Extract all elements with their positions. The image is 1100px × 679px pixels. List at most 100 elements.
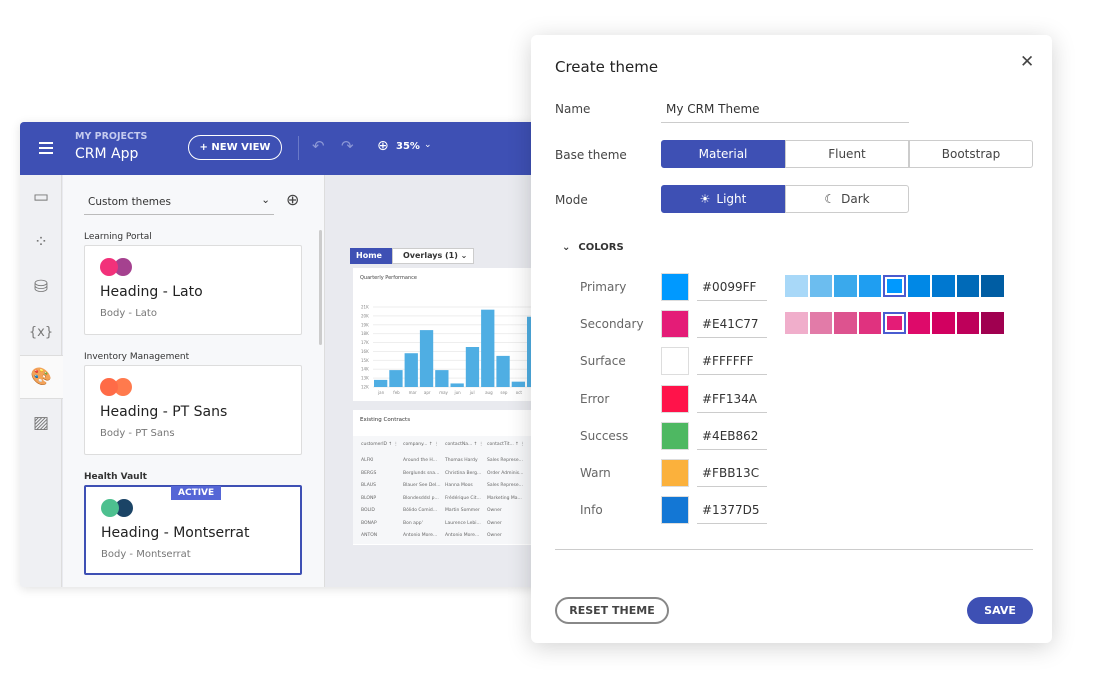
color-swatch[interactable]	[661, 496, 689, 525]
palette-shade[interactable]	[932, 275, 955, 297]
color-label: Primary	[580, 280, 627, 294]
palette-icon[interactable]: 🎨	[20, 355, 63, 399]
chevron-down-icon[interactable]: ⌄	[424, 140, 432, 150]
palette-shade[interactable]	[834, 312, 857, 335]
theme-heading: Heading - Lato	[100, 284, 203, 300]
color-swatch[interactable]	[661, 384, 689, 413]
x-tick-label: feb	[393, 390, 400, 395]
dialog-title: Create theme	[555, 58, 659, 76]
name-input[interactable]: My CRM Theme	[661, 95, 909, 123]
base-option-bootstrap[interactable]: Bootstrap	[909, 140, 1033, 168]
x-tick-label: jul	[469, 390, 475, 395]
mode-option-dark[interactable]: ☾ Dark	[785, 185, 909, 213]
x-tick-label: sep	[500, 390, 508, 395]
app-name: CRM App	[75, 146, 139, 162]
palette-shade[interactable]	[981, 312, 1004, 335]
breadcrumb-home[interactable]: Home	[350, 248, 392, 264]
palette-shade[interactable]	[883, 275, 906, 297]
components-icon[interactable]: ⁘	[33, 232, 49, 252]
x-tick-label: oct	[516, 390, 523, 395]
redo-icon[interactable]: ↷	[341, 137, 354, 155]
breadcrumb-project[interactable]: MY PROJECTS	[75, 131, 148, 142]
overlays-label: Overlays (1)	[402, 251, 458, 260]
scrollbar[interactable]	[319, 230, 322, 345]
create-theme-dialog: Create theme ✕ Name My CRM Theme Base th…	[531, 35, 1052, 643]
palette-shade[interactable]	[907, 275, 930, 297]
reset-theme-button[interactable]: RESET THEME	[555, 597, 669, 624]
palette-shade[interactable]	[981, 275, 1004, 297]
new-view-button[interactable]: + NEW VIEW	[188, 135, 282, 160]
palette-shade[interactable]	[883, 312, 906, 335]
bar-may	[435, 370, 449, 387]
palette-shade[interactable]	[809, 275, 832, 297]
palette-shade[interactable]	[932, 312, 955, 335]
undo-icon[interactable]: ↶	[312, 137, 325, 155]
hex-input[interactable]: #1377D5	[697, 496, 767, 525]
color-swatch[interactable]	[661, 459, 689, 487]
assets-icon[interactable]: ▨	[32, 413, 50, 433]
breadcrumb: Home Overlays (1) ⌄	[350, 248, 475, 264]
color-row-primary: Primary #0099FF	[531, 273, 1052, 301]
table-cell: ALFKI	[361, 458, 374, 463]
name-label: Name	[555, 102, 591, 116]
color-swatch[interactable]	[661, 273, 689, 301]
palette-shade[interactable]	[907, 312, 930, 335]
secondary-color-dot	[115, 499, 133, 517]
sun-icon: ☀	[699, 192, 711, 206]
colors-section-toggle[interactable]: ⌄ COLORS	[562, 242, 624, 253]
app-window: MY PROJECTS CRM App + NEW VIEW ↶ ↷ ⊕ 35%…	[20, 122, 540, 587]
color-label: Warn	[580, 466, 611, 480]
variables-icon[interactable]: {x}	[28, 324, 54, 340]
theme-card[interactable]: Heading - Lato Body - Lato	[84, 245, 302, 335]
hex-input[interactable]: #FBB13C	[697, 459, 767, 487]
primary-color-dot	[100, 378, 118, 396]
table-cell: Bólido Comid...	[403, 508, 438, 513]
views-icon[interactable]: ▭	[32, 187, 50, 207]
close-icon[interactable]: ✕	[1020, 52, 1035, 72]
active-badge: ACTIVE	[171, 486, 222, 500]
y-tick-label: 16K	[361, 349, 369, 354]
theme-body: Body - PT Sans	[100, 428, 175, 439]
base-option-fluent[interactable]: Fluent	[785, 140, 909, 168]
breadcrumb-overlays[interactable]: Overlays (1) ⌄	[391, 248, 475, 264]
hex-input[interactable]: #4EB862	[697, 422, 767, 450]
palette-shade[interactable]	[956, 312, 979, 335]
table-cell: Owner	[487, 520, 502, 526]
palette-shade[interactable]	[858, 275, 881, 297]
database-icon[interactable]: ⛁	[33, 277, 49, 297]
theme-group-label: Inventory Management	[84, 352, 190, 362]
color-swatch[interactable]	[661, 347, 689, 376]
add-theme-icon[interactable]: ⊕	[286, 190, 300, 209]
base-option-material[interactable]: Material	[661, 140, 785, 168]
palette-shade[interactable]	[956, 275, 979, 297]
primary-color-dot	[100, 258, 118, 276]
mode-label: Mode	[555, 193, 588, 207]
y-tick-label: 18K	[361, 331, 369, 336]
color-swatch[interactable]	[661, 310, 689, 339]
palette-shade[interactable]	[785, 312, 808, 335]
palette-shade[interactable]	[809, 312, 832, 335]
mode-option-light[interactable]: ☀ Light	[661, 185, 785, 213]
design-canvas[interactable]: Home Overlays (1) ⌄ Quarterly Performanc…	[326, 175, 540, 587]
palette-shade[interactable]	[785, 275, 808, 297]
table-cell: BERGS	[361, 470, 377, 476]
bar-sep	[496, 355, 510, 387]
table-cell: Christina Berg...	[445, 470, 482, 476]
y-tick-label: 19K	[361, 322, 369, 327]
x-tick-label: mar	[409, 390, 417, 395]
hex-input[interactable]: #0099FF	[697, 273, 767, 301]
theme-card-active[interactable]: ACTIVE Heading - Montserrat Body - Monts…	[84, 485, 302, 575]
zoom-level[interactable]: 35%	[396, 141, 420, 152]
palette-shade[interactable]	[858, 312, 881, 335]
themes-dropdown[interactable]: Custom themes ⌄	[84, 189, 274, 215]
theme-card[interactable]: Heading - PT Sans Body - PT Sans	[84, 365, 302, 455]
save-button[interactable]: SAVE	[967, 597, 1033, 624]
palette-shade[interactable]	[834, 275, 857, 297]
moon-icon: ☾	[824, 192, 836, 206]
hex-input[interactable]: #E41C77	[697, 310, 767, 339]
color-swatch[interactable]	[661, 421, 689, 450]
hex-input[interactable]: #FFFFFF	[697, 347, 767, 376]
hex-input[interactable]: #FF134A	[697, 385, 767, 413]
menu-icon[interactable]	[39, 142, 53, 144]
color-palette	[785, 275, 1004, 297]
